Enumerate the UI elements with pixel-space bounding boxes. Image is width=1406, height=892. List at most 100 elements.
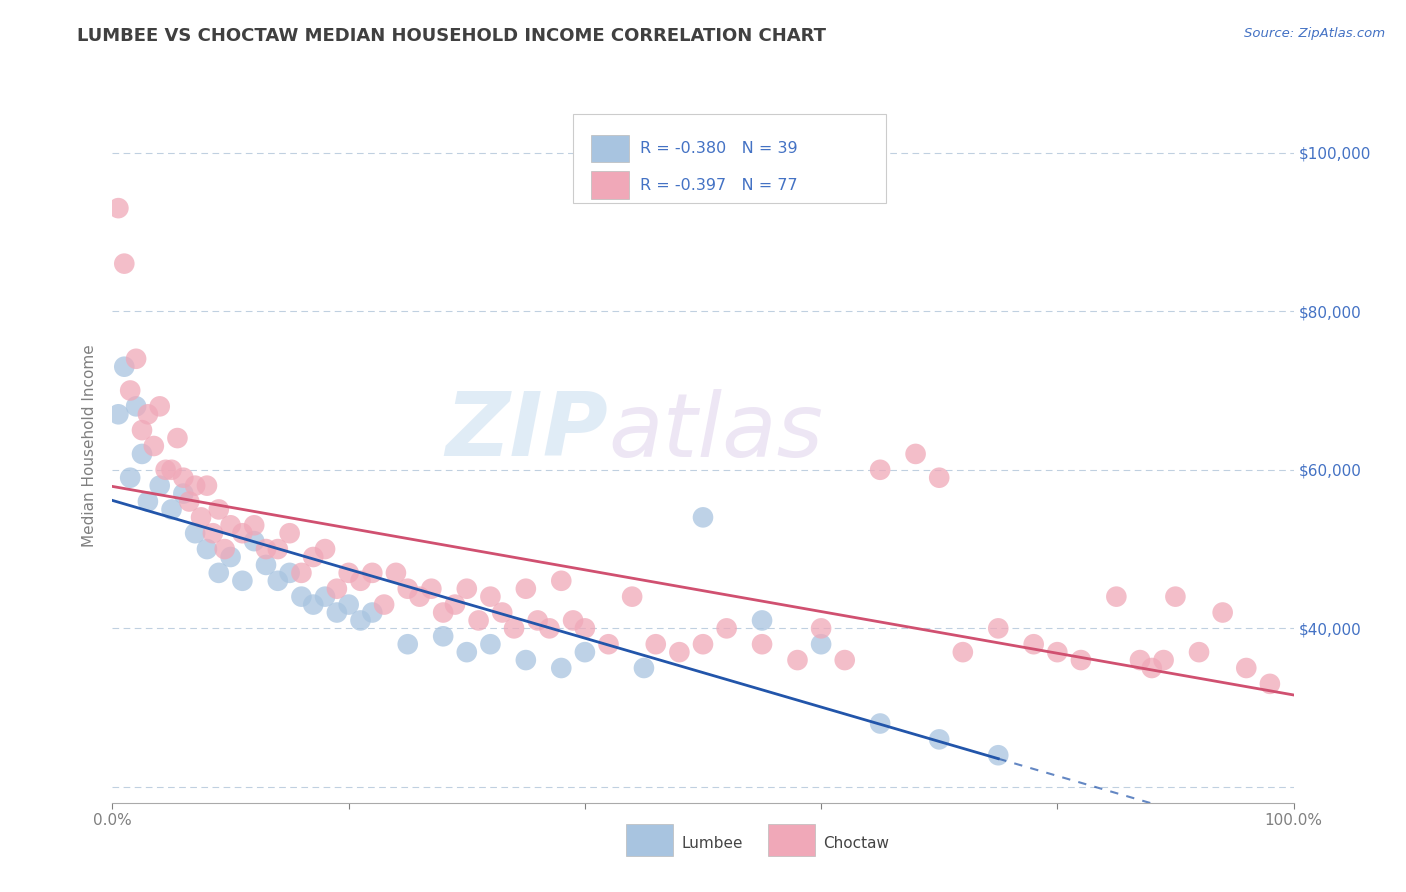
Point [373, 598, 395, 612]
Point [479, 637, 502, 651]
Point [326, 606, 349, 620]
Text: LUMBEE VS CHOCTAW MEDIAN HOUSEHOLD INCOME CORRELATION CHART: LUMBEE VS CHOCTAW MEDIAN HOUSEHOLD INCOM… [77, 27, 827, 45]
Point [149, 478, 172, 492]
Point [107, 201, 129, 215]
Point [644, 637, 666, 651]
Point [1258, 677, 1281, 691]
Point [987, 748, 1010, 763]
Text: R = -0.380   N = 39: R = -0.380 N = 39 [640, 142, 799, 156]
Point [408, 590, 430, 604]
Point [349, 574, 371, 588]
Point [184, 478, 207, 492]
Point [184, 526, 207, 541]
Point [302, 549, 325, 564]
Point [574, 621, 596, 635]
Point [208, 502, 231, 516]
Point [231, 574, 253, 588]
Point [1153, 653, 1175, 667]
Point [278, 526, 301, 541]
Point [1022, 637, 1045, 651]
FancyBboxPatch shape [768, 824, 815, 856]
Point [987, 621, 1010, 635]
Point [361, 606, 384, 620]
Point [432, 606, 454, 620]
Point [385, 566, 408, 580]
Point [503, 621, 526, 635]
Point [302, 598, 325, 612]
Point [214, 542, 236, 557]
Point [598, 637, 620, 651]
Point [254, 542, 277, 557]
Point [1140, 661, 1163, 675]
Point [526, 614, 548, 628]
Text: R = -0.397   N = 77: R = -0.397 N = 77 [640, 178, 799, 193]
Point [231, 526, 253, 541]
Point [515, 653, 537, 667]
Point [326, 582, 349, 596]
Point [290, 566, 312, 580]
Point [904, 447, 927, 461]
Point [160, 463, 183, 477]
Text: ZIP: ZIP [446, 388, 609, 475]
Point [107, 407, 129, 421]
Point [751, 637, 773, 651]
Point [278, 566, 301, 580]
Point [574, 645, 596, 659]
Point [444, 598, 467, 612]
Point [172, 471, 194, 485]
Point [136, 494, 159, 508]
Point [692, 637, 714, 651]
Point [515, 582, 537, 596]
Point [810, 621, 832, 635]
Point [538, 621, 561, 635]
Point [1234, 661, 1257, 675]
Point [349, 614, 371, 628]
Text: Choctaw: Choctaw [824, 836, 890, 851]
FancyBboxPatch shape [591, 171, 628, 199]
Point [1212, 606, 1234, 620]
Point [834, 653, 856, 667]
Point [633, 661, 655, 675]
Point [290, 590, 312, 604]
Point [869, 463, 891, 477]
FancyBboxPatch shape [574, 114, 886, 203]
Point [479, 590, 502, 604]
Point [337, 598, 360, 612]
Point [136, 407, 159, 421]
Point [786, 653, 808, 667]
Point [120, 471, 142, 485]
Point [155, 463, 177, 477]
FancyBboxPatch shape [591, 136, 628, 162]
Point [149, 400, 172, 414]
Point [160, 502, 183, 516]
Point [869, 716, 891, 731]
Point [432, 629, 454, 643]
Point [751, 614, 773, 628]
Point [396, 582, 419, 596]
Point [314, 590, 336, 604]
Point [219, 549, 242, 564]
Point [142, 439, 165, 453]
Point [420, 582, 443, 596]
Text: Source: ZipAtlas.com: Source: ZipAtlas.com [1244, 27, 1385, 40]
Point [1105, 590, 1128, 604]
Point [112, 257, 135, 271]
Point [456, 582, 478, 596]
Point [361, 566, 384, 580]
Point [267, 574, 290, 588]
Point [550, 661, 572, 675]
Point [550, 574, 572, 588]
Point [928, 732, 950, 747]
Point [621, 590, 644, 604]
Point [125, 351, 148, 366]
Point [314, 542, 336, 557]
Point [716, 621, 738, 635]
Point [467, 614, 489, 628]
Point [1046, 645, 1069, 659]
Point [1164, 590, 1187, 604]
Y-axis label: Median Household Income: Median Household Income [82, 344, 97, 548]
Point [243, 518, 266, 533]
Point [396, 637, 419, 651]
Point [166, 431, 188, 445]
Point [131, 423, 153, 437]
